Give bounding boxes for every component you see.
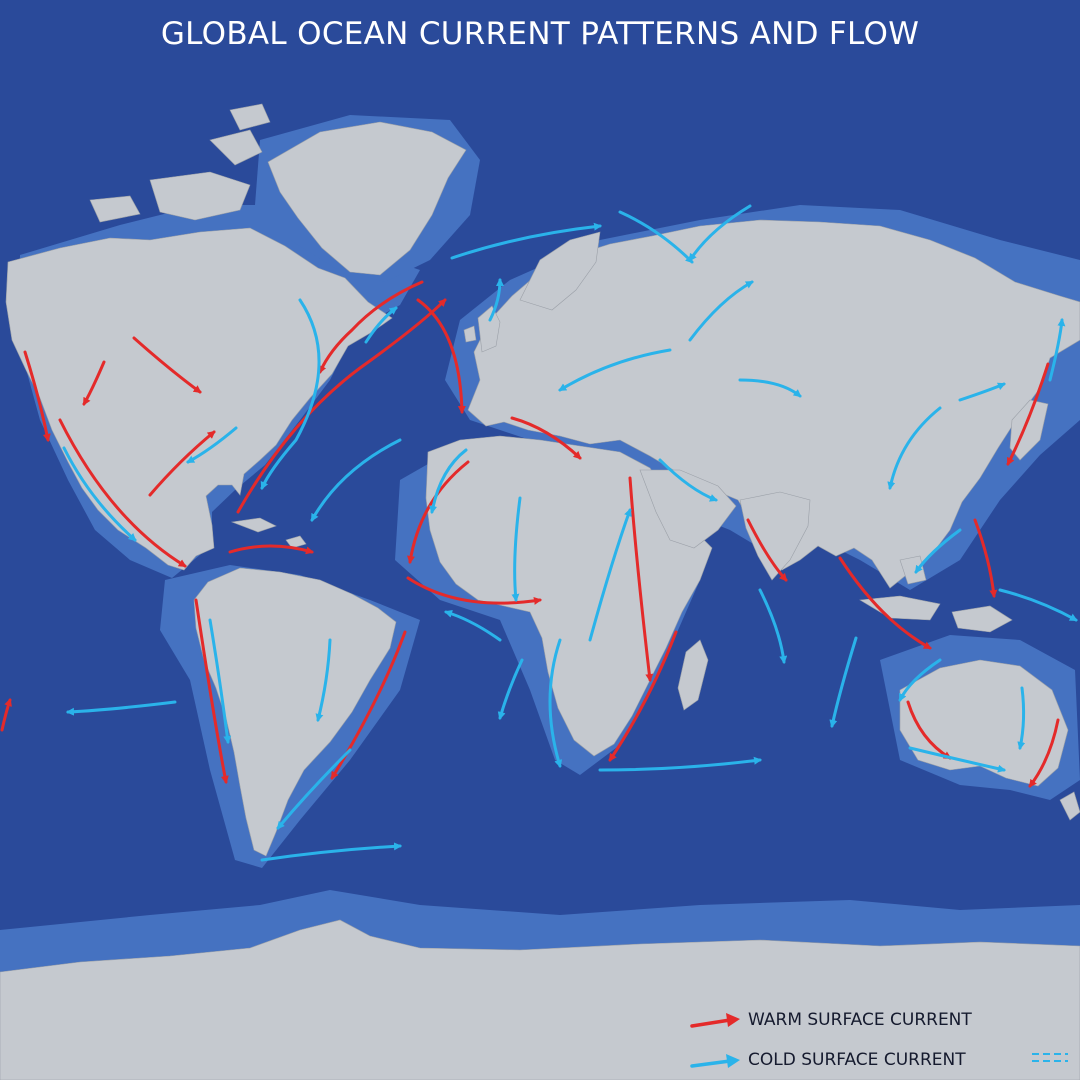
arabia — [639, 469, 737, 549]
new-zealand — [1059, 791, 1080, 821]
cold-current — [488, 278, 504, 322]
cold-current — [958, 382, 1006, 402]
warm-current — [58, 418, 187, 568]
cold-current — [618, 210, 694, 264]
warm-current — [1028, 718, 1060, 788]
warm-arrow-icon — [690, 1013, 740, 1028]
warm-current — [973, 518, 998, 598]
antarctica — [0, 919, 1080, 1080]
cold-current — [186, 426, 238, 464]
cold-current — [450, 222, 602, 260]
greenland — [267, 121, 467, 276]
cold-current — [908, 746, 1006, 773]
dashed-line-icon — [1032, 1053, 1068, 1062]
caribbean-islands — [230, 517, 307, 549]
cold-current — [898, 658, 942, 702]
cold-current — [208, 618, 232, 744]
madagascar — [677, 639, 709, 711]
warm-current — [0, 698, 12, 732]
arctic-islands — [89, 103, 271, 223]
cold-current — [558, 348, 672, 392]
legend: WARM SURFACE CURRENT COLD SURFACE CURREN… — [688, 1006, 1068, 1078]
north-america — [5, 227, 393, 571]
warm-current — [228, 544, 314, 555]
land-masses — [0, 103, 1080, 1080]
cold-current — [998, 588, 1078, 622]
warm-current — [416, 298, 466, 414]
cold-current — [444, 609, 502, 642]
warm-current — [628, 476, 654, 682]
warm-current — [23, 350, 51, 442]
warm-current — [838, 556, 932, 650]
south-america — [193, 567, 397, 857]
cold-current — [548, 638, 563, 768]
cold-current — [66, 700, 177, 716]
warm-current — [330, 630, 407, 780]
warm-current — [406, 576, 542, 605]
warm-current — [132, 336, 202, 394]
cold-current — [429, 448, 468, 514]
southeast-asia-islands — [859, 399, 1049, 633]
warm-current — [148, 430, 216, 497]
cold-current — [688, 280, 754, 342]
warm-current — [82, 360, 106, 406]
warm-current — [1006, 362, 1050, 466]
cold-current — [658, 458, 718, 502]
warm-current — [510, 416, 582, 460]
cold-current — [598, 756, 762, 772]
warm-current — [906, 700, 952, 760]
cold-current — [1017, 686, 1026, 750]
cold-current — [758, 588, 788, 664]
cold-current — [738, 378, 802, 398]
cold-current — [310, 438, 402, 522]
cold-current — [829, 636, 858, 728]
cold-current — [887, 406, 942, 490]
warm-current — [608, 630, 678, 762]
warm-currents — [0, 280, 1060, 788]
warm-current — [194, 598, 229, 784]
map-title: GLOBAL OCEAN CURRENT PATTERNS AND FLOW — [160, 16, 920, 52]
india — [739, 491, 811, 581]
legend-label-warm: WARM SURFACE CURRENT — [748, 1010, 972, 1030]
cold-currents — [62, 204, 1078, 862]
warm-current — [318, 280, 424, 374]
cold-current — [588, 508, 632, 642]
legend-item-warm: WARM SURFACE CURRENT — [688, 1008, 1068, 1038]
cold-current — [364, 306, 398, 344]
africa — [425, 435, 713, 757]
cold-arrow-icon — [690, 1054, 740, 1068]
cold-current — [276, 748, 352, 830]
cold-current — [688, 204, 752, 262]
cold-current — [260, 842, 402, 862]
cold-current — [511, 496, 522, 602]
cold-current — [260, 298, 321, 490]
scandinavia — [519, 231, 601, 311]
cold-current — [914, 528, 962, 574]
legend-item-cold: COLD SURFACE CURRENT — [688, 1048, 1068, 1078]
warm-current — [746, 518, 788, 582]
cold-current — [62, 446, 137, 542]
legend-label-cold: COLD SURFACE CURRENT — [748, 1050, 966, 1070]
cold-current — [1048, 318, 1066, 382]
warm-current — [236, 298, 447, 514]
cold-current — [497, 658, 524, 720]
cold-current — [315, 638, 332, 722]
